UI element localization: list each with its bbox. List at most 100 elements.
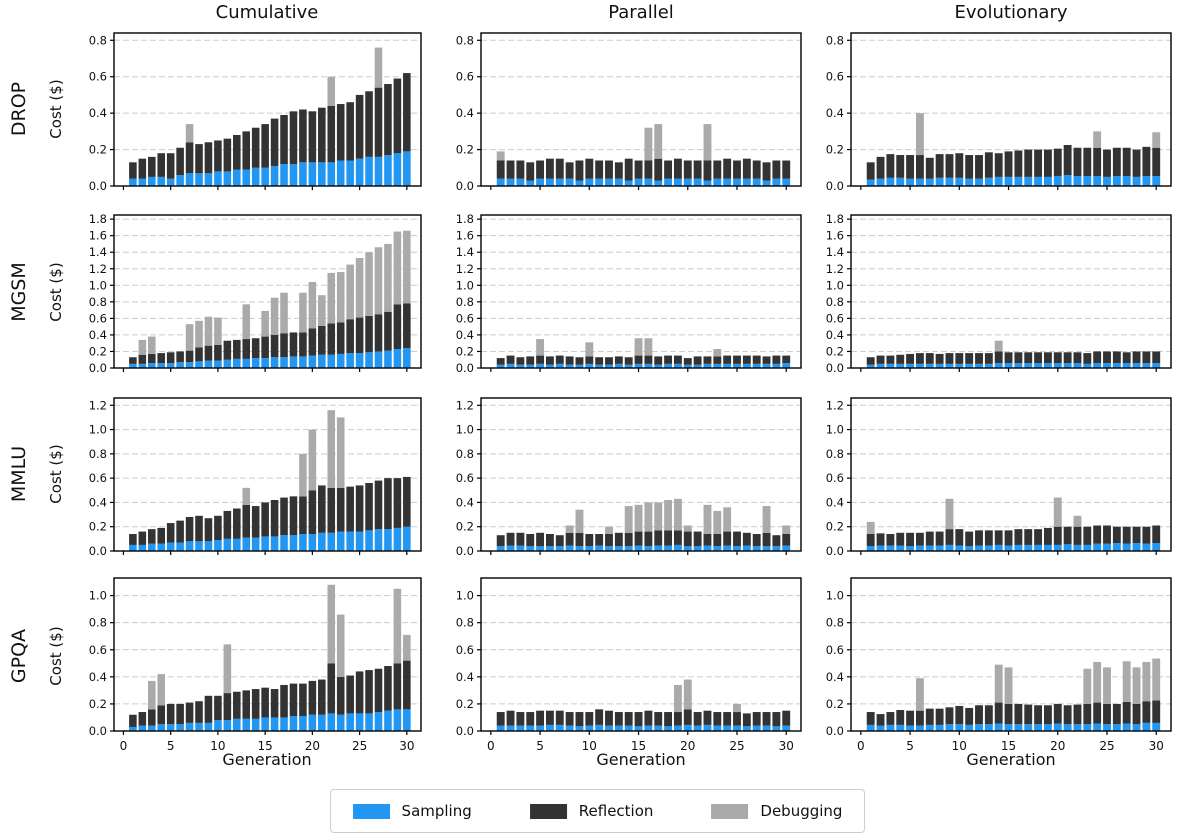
bar-segment-debugging	[148, 680, 156, 710]
bar-segment-sampling	[496, 364, 505, 368]
bar-segment-reflection	[526, 712, 535, 726]
bar-segment-sampling	[346, 353, 354, 368]
bar-segment-sampling	[925, 178, 934, 186]
y-tick-label: 0.6	[456, 70, 474, 84]
bar-segment-sampling	[886, 363, 895, 368]
bar-segment-reflection	[1063, 705, 1072, 725]
y-tick-label: 0.0	[456, 544, 474, 558]
bar-segment-debugging	[223, 644, 232, 694]
bar-segment-reflection	[233, 508, 241, 539]
bar-segment-reflection	[185, 517, 194, 542]
bar-segment-reflection	[866, 162, 875, 180]
bar-segment-reflection	[915, 532, 924, 546]
bar-segment-sampling	[516, 545, 525, 551]
y-tick-label: 1.0	[456, 278, 474, 292]
chart-drop-evolutionary: 0.0 0.2 0.4 0.6 0.8	[807, 30, 1173, 200]
bar-segment-sampling	[752, 546, 761, 551]
bar-segment-reflection	[1034, 352, 1043, 364]
bar-segment-sampling	[166, 542, 175, 551]
bar-segment-reflection	[605, 357, 613, 365]
bar-segment-sampling	[555, 178, 564, 186]
bar-segment-reflection	[614, 162, 623, 179]
bar-segment-reflection	[896, 354, 905, 364]
y-tick-label: 0.8	[826, 447, 844, 461]
bar-segment-sampling	[261, 536, 269, 551]
bar-segment-sampling	[585, 178, 594, 186]
bar-segment-reflection	[555, 710, 564, 725]
bar-segment-sampling	[1053, 723, 1062, 731]
y-tick-label: 0.4	[826, 106, 844, 120]
bar-segment-sampling	[374, 529, 383, 551]
bar-segment-sampling	[318, 532, 326, 551]
bar-segment-sampling	[742, 545, 751, 551]
bar-segment-reflection	[624, 357, 633, 365]
y-tick-label: 0.6	[89, 471, 107, 485]
bar-segment-reflection	[374, 480, 383, 530]
bar-segment-reflection	[752, 160, 761, 179]
bar-segment-debugging	[536, 339, 545, 356]
legend-entry-sampling: Sampling	[352, 802, 472, 820]
bar-segment-reflection	[355, 671, 364, 714]
bar-segment-reflection	[393, 78, 402, 154]
bar-segment-reflection	[393, 478, 402, 528]
bar-segment-reflection	[565, 162, 574, 179]
bar-segment-reflection	[595, 534, 604, 546]
col-title-cumulative: Cumulative	[215, 2, 319, 23]
bar-segment-reflection	[233, 339, 241, 359]
axes-frame	[480, 32, 802, 187]
bar-segment-reflection	[965, 707, 974, 725]
y-tick-label: 0.2	[456, 697, 474, 711]
bar-segment-reflection	[289, 496, 298, 536]
bar-segment-reflection	[1004, 530, 1013, 546]
bar-segment-reflection	[565, 532, 574, 546]
y-tick-label: 1.0	[456, 589, 474, 603]
bar-segment-reflection	[214, 695, 222, 721]
bar-segment-sampling	[935, 724, 944, 731]
bar-segment-reflection	[782, 534, 791, 546]
bar-segment-reflection	[935, 531, 944, 546]
y-tick-label: 0.8	[89, 616, 107, 630]
bar-segment-sampling	[223, 171, 232, 186]
bar-segment-reflection	[516, 712, 525, 726]
y-tick-label: 0.0	[456, 179, 474, 193]
bar-segment-sampling	[955, 724, 964, 731]
bar-segment-sampling	[752, 178, 761, 186]
bar-segment-reflection	[1034, 529, 1043, 545]
axes-frame	[113, 397, 422, 552]
bar-segment-reflection	[176, 147, 184, 176]
bar-segment-sampling	[1004, 545, 1013, 551]
bar-segment-reflection	[308, 490, 317, 534]
bar-segment-reflection	[1034, 149, 1043, 177]
y-tick-label: 0.6	[456, 471, 474, 485]
bar-segment-sampling	[516, 364, 525, 368]
bar-segment-reflection	[1093, 351, 1102, 364]
bar-segment-debugging	[214, 317, 222, 345]
y-tick-label: 1.2	[89, 398, 107, 412]
bar-segment-reflection	[365, 670, 373, 714]
y-tick-label: 1.0	[826, 278, 844, 292]
bar-segment-sampling	[251, 537, 260, 551]
bar-segment-sampling	[1103, 176, 1111, 186]
bar-segment-reflection	[762, 532, 771, 547]
bar-segment-reflection	[496, 712, 505, 726]
bar-segment-sampling	[403, 151, 411, 186]
bar-segment-reflection	[772, 160, 781, 179]
bar-segment-reflection	[886, 154, 895, 178]
legend-label-sampling: Sampling	[401, 802, 472, 820]
bar-segment-reflection	[752, 355, 761, 364]
bar-segment-reflection	[1122, 147, 1131, 176]
bar-segment-sampling	[336, 160, 345, 186]
bar-segment-reflection	[214, 140, 222, 172]
bar-segment-sampling	[975, 545, 983, 551]
bar-segment-sampling	[233, 718, 241, 731]
bar-segment-reflection	[148, 156, 156, 177]
bar-segment-sampling	[157, 176, 166, 186]
bar-segment-reflection	[242, 504, 251, 538]
bar-segment-sampling	[374, 156, 383, 186]
bar-segment-reflection	[624, 712, 633, 726]
bar-segment-reflection	[1103, 525, 1111, 544]
debugging-swatch-icon	[711, 803, 749, 819]
bar-segment-reflection	[1152, 700, 1161, 723]
bar-segment-reflection	[1112, 147, 1121, 176]
bar-segment-reflection	[299, 683, 307, 717]
